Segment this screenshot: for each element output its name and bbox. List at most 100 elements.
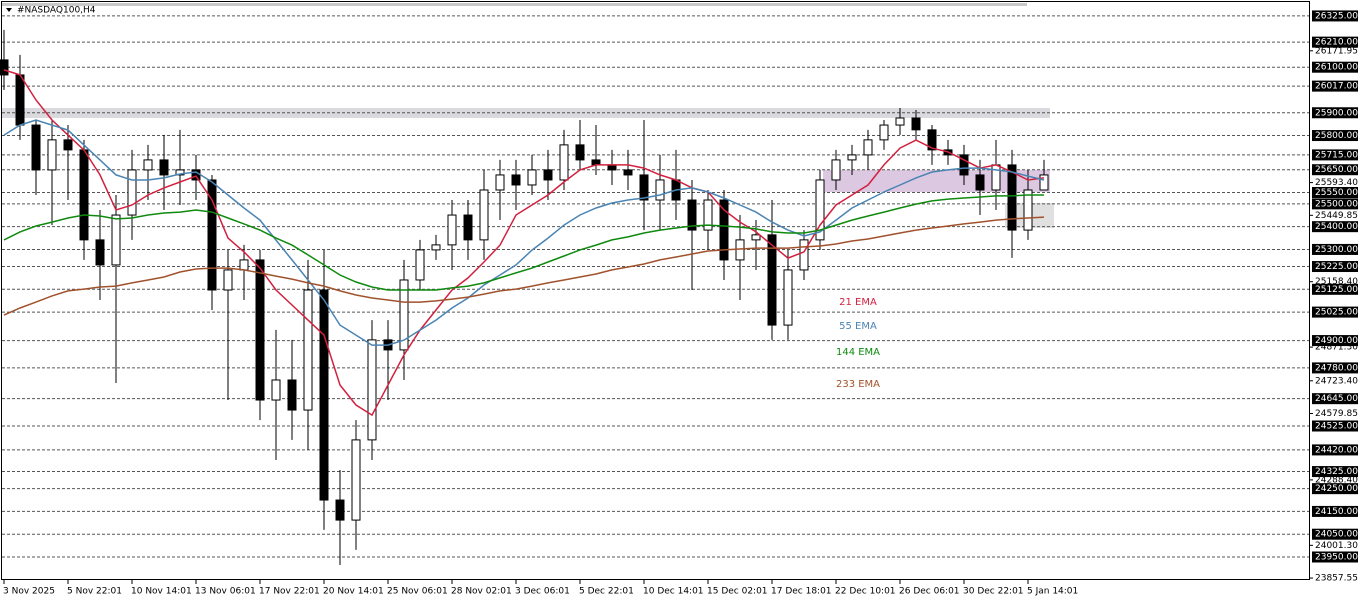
level-label-box [1312, 483, 1358, 495]
candle-body [991, 164, 1001, 191]
level-label: 25225.00 [1315, 262, 1358, 272]
level-label-box [1312, 186, 1358, 198]
level-label-box [1312, 444, 1358, 456]
candle-body [431, 244, 441, 251]
level-label-box [1312, 130, 1358, 142]
x-tick-label: 25 Nov 06:01 [387, 587, 448, 597]
level-label: 25500.00 [1315, 199, 1358, 209]
level-label: 24250.00 [1315, 484, 1358, 494]
y-tick-label: 25158.40 [1315, 277, 1358, 287]
candle-body [511, 174, 521, 186]
candle-body [879, 124, 889, 141]
candle-body [719, 199, 729, 261]
level-label-box [1312, 393, 1358, 405]
x-tick-label: 17 Nov 22:01 [259, 587, 320, 597]
candle-body [399, 279, 409, 351]
x-tick-label: 13 Nov 06:01 [195, 587, 256, 597]
x-tick-label: 22 Dec 10:01 [835, 587, 896, 597]
candle-body [575, 144, 585, 161]
y-tick-label: 25593.40 [1315, 178, 1358, 188]
level-label-box [1312, 551, 1358, 563]
ema-line [3, 119, 1045, 346]
x-tick-label: 30 Dec 22:01 [963, 587, 1024, 597]
x-tick-label: 15 Dec 02:01 [707, 587, 768, 597]
level-label-box [1312, 107, 1358, 119]
x-tick-label: 3 Nov 2025 [3, 587, 55, 597]
candles [0, 29, 1049, 565]
candle-body [111, 214, 121, 266]
level-label: 24900.00 [1315, 336, 1358, 346]
candle-body [687, 199, 697, 231]
y-tick-label: 24723.40 [1315, 376, 1358, 386]
y-tick-label: 24579.85 [1315, 409, 1358, 419]
level-label-box [1312, 80, 1358, 92]
candle-body [0, 59, 9, 76]
legend-label: 21 EMA [839, 297, 877, 308]
level-label-box [1312, 198, 1358, 210]
candle-body [751, 234, 761, 241]
x-tick-label: 10 Nov 14:01 [131, 587, 192, 597]
level-label: 24050.00 [1315, 530, 1358, 540]
level-label-box [1312, 466, 1358, 478]
level-label: 25650.00 [1315, 165, 1358, 175]
candle-body [95, 239, 105, 266]
ema-line [3, 216, 1045, 316]
level-label: 24645.00 [1315, 394, 1358, 404]
y-tick-label: 26171.95 [1315, 46, 1358, 56]
chart-title: #NASDAQ100,H4 [17, 6, 96, 16]
candle-body [207, 179, 217, 291]
candle-body [559, 144, 569, 181]
candle-body [703, 199, 713, 231]
candle-body [1039, 174, 1049, 191]
level-label-box [1312, 36, 1358, 48]
candle-body [63, 139, 73, 151]
x-tick-label: 28 Nov 02:01 [451, 587, 512, 597]
candle-body [815, 179, 825, 241]
level-label: 26210.00 [1315, 38, 1358, 48]
candle-body [863, 139, 873, 156]
candle-body [31, 124, 41, 171]
candle-body [351, 439, 361, 521]
level-label-box [1312, 261, 1358, 273]
level-label-box [1312, 420, 1358, 432]
candle-body [335, 499, 345, 521]
level-label: 26100.00 [1315, 63, 1358, 73]
level-label: 25025.00 [1315, 308, 1358, 318]
level-label: 24325.00 [1315, 467, 1358, 477]
candle-body [895, 117, 905, 126]
candle-body [223, 269, 233, 291]
candle-body [495, 174, 505, 191]
level-label: 25900.00 [1315, 108, 1358, 118]
y-tick-label: 23857.55 [1315, 574, 1358, 584]
candle-body [767, 234, 777, 326]
level-label: 25300.00 [1315, 245, 1358, 255]
candle-body [127, 169, 137, 216]
candle-body [287, 379, 297, 411]
candle-body [527, 169, 537, 186]
x-tick-label: 20 Nov 14:01 [323, 587, 384, 597]
menu-arrow[interactable] [6, 8, 12, 12]
zone [2, 107, 1050, 118]
level-label: 25715.00 [1315, 150, 1358, 160]
candle-body [175, 169, 185, 176]
level-label-box [1312, 149, 1358, 161]
ema-lines: 21 EMA 55 EMA 144 EMA 233 EMA [3, 69, 1045, 417]
candle-body [911, 117, 921, 131]
level-label: 26325.00 [1315, 11, 1358, 21]
level-label-box [1312, 221, 1358, 233]
level-label: 25400.00 [1315, 222, 1358, 232]
level-label-box [1312, 306, 1358, 318]
level-label-box [1312, 283, 1358, 295]
candle-body [959, 154, 969, 176]
candle-body [543, 169, 553, 181]
y-tick-label: 24288.40 [1315, 475, 1358, 485]
level-label-box [1312, 164, 1358, 176]
candle-body [783, 269, 793, 326]
level-label-box [1312, 362, 1358, 374]
ema-line [3, 69, 1045, 417]
x-tick-label: 5 Nov 22:01 [67, 587, 122, 597]
level-label: 25125.00 [1315, 285, 1358, 295]
level-label-box [1312, 528, 1358, 540]
